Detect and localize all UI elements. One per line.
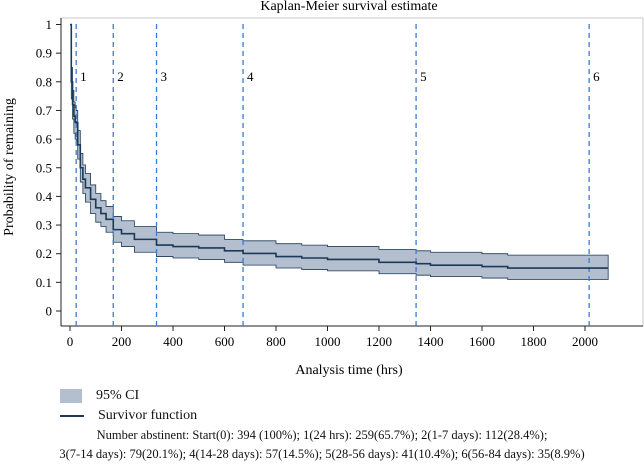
y-tick-label: 0.5 <box>36 160 52 175</box>
x-tick-label: 1200 <box>366 334 392 349</box>
x-tick-label: 1000 <box>315 334 341 349</box>
x-tick-label: 1800 <box>521 334 547 349</box>
x-tick-label: 1600 <box>469 334 495 349</box>
survivor-function-line <box>70 23 609 269</box>
footnote-line-2: 3(7-14 days): 79(20.1%); 4(14-28 days): … <box>59 447 585 461</box>
legend-item-ci: 95% CI <box>60 386 197 406</box>
y-tick-label: 0 <box>46 304 53 319</box>
y-tick-label: 1 <box>46 17 53 32</box>
y-tick-label: 0.8 <box>36 74 52 89</box>
legend-item-survivor: Survivor function <box>60 406 197 426</box>
reference-line-label: 5 <box>420 69 427 84</box>
chart-title: Kaplan-Meier survival estimate <box>260 0 437 14</box>
x-tick-label: 400 <box>163 334 183 349</box>
y-tick-label: 0.2 <box>36 246 52 261</box>
x-tick-label: 0 <box>67 334 74 349</box>
y-tick-label: 0.1 <box>36 275 52 290</box>
x-axis-label: Analysis time (hrs) <box>295 363 403 378</box>
ci-swatch <box>60 389 82 403</box>
x-tick-label: 600 <box>215 334 235 349</box>
km-chart: Kaplan-Meier survival estimate Probabili… <box>2 0 644 378</box>
footnote-line-1: Number abstinent: Start(0): 394 (100%); … <box>96 428 548 442</box>
y-tick-label: 0.6 <box>36 132 53 147</box>
legend-survivor-label: Survivor function <box>98 408 198 423</box>
y-tick-label: 0.7 <box>36 103 53 118</box>
y-tick-label: 0.9 <box>36 46 52 61</box>
x-tick-label: 800 <box>266 334 286 349</box>
y-axis-label: Probability of remaining <box>2 98 17 236</box>
reference-line-label: 2 <box>117 69 124 84</box>
ci-band <box>70 24 609 280</box>
x-tick-label: 200 <box>112 334 132 349</box>
y-tick-label: 0.3 <box>36 218 52 233</box>
legend: 95% CI Survivor function <box>60 386 197 426</box>
x-tick-label: 1400 <box>418 334 444 349</box>
reference-line-label: 1 <box>80 69 87 84</box>
legend-ci-label: 95% CI <box>96 388 140 403</box>
y-tick-label: 0.4 <box>36 189 53 204</box>
footnote: Number abstinent: Start(0): 394 (100%); … <box>0 426 644 464</box>
reference-line-label: 4 <box>247 69 254 84</box>
reference-line-label: 6 <box>593 69 600 84</box>
reference-line-label: 3 <box>161 69 168 84</box>
x-tick-label: 2000 <box>572 334 598 349</box>
survivor-swatch <box>60 415 84 417</box>
